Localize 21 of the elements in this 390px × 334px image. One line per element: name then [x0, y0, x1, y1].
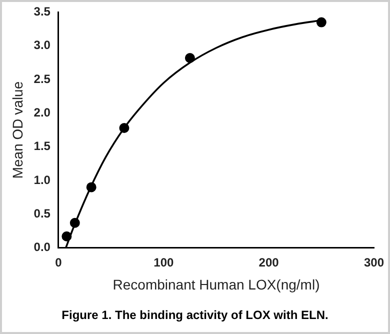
y-tick-label: 1.5: [34, 139, 51, 154]
text: 2.0: [34, 105, 50, 120]
point: [86, 182, 96, 192]
point: [184, 52, 195, 63]
point: [316, 17, 326, 28]
text: 1.0: [34, 172, 50, 187]
y-tick-label: 2.5: [34, 72, 51, 86]
caption: Figure 1. The binding activity of LOX with ELN.: [60, 308, 330, 322]
y-axis-title: Mean OD value: [9, 81, 26, 179]
x-tick-label: 200: [258, 255, 280, 270]
y-tick-label: 0.5: [34, 206, 51, 220]
x-axis-title: Recombinant Human LOX(ng/ml): [112, 276, 320, 292]
point: [119, 122, 130, 133]
x-tick-label: 300: [364, 255, 384, 270]
text: 3.0: [34, 38, 50, 52]
x-tick-label: 0: [55, 255, 62, 270]
text: 0.0: [34, 240, 50, 254]
point: [70, 218, 80, 228]
x-tick-label: 100: [154, 255, 174, 270]
point: [62, 231, 72, 242]
y-tick-label: 3.5: [34, 4, 51, 19]
